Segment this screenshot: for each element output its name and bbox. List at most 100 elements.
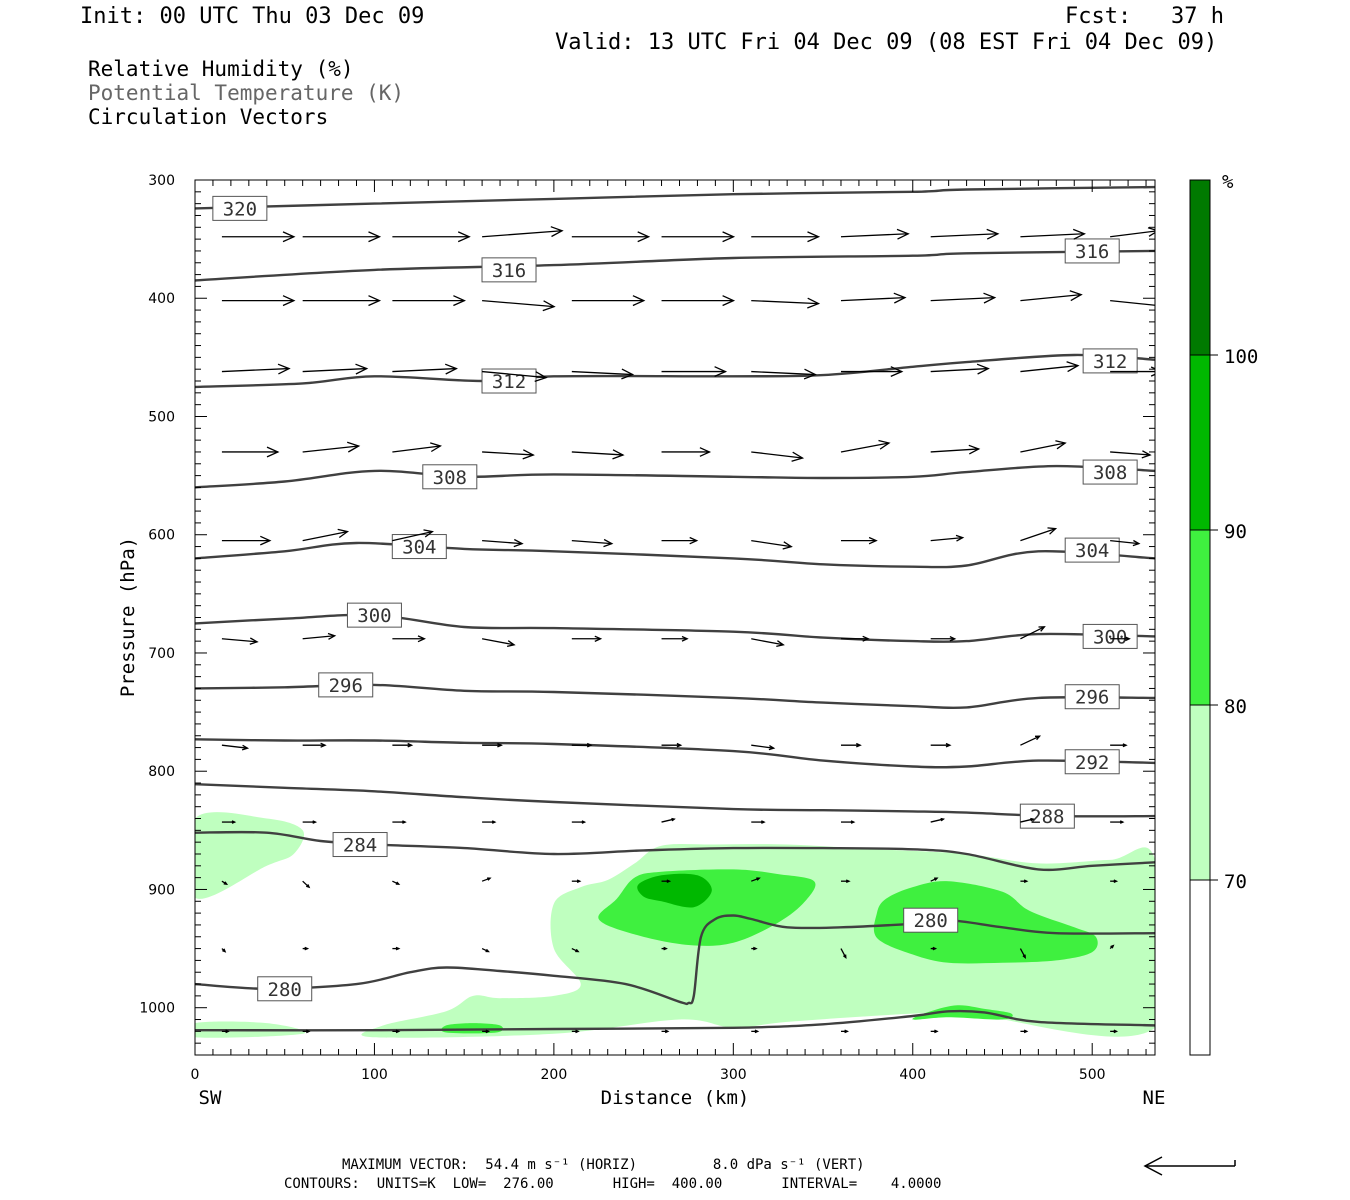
vector-arrow-3-3 [482,449,535,460]
theta-label-312-1: 312 [1093,351,1127,373]
colorbar-segment-4 [1190,180,1210,355]
theta-label-308-0: 308 [433,467,467,489]
theta-label-box-292-0 [1064,749,1120,775]
theta-label-box-320-0 [212,195,268,221]
vector-arrow-8-8 [930,877,939,882]
plot-axes: 0 100 200 300 400 500 300 400 500 600 700 800 900 100… [139,173,1156,1083]
y-tick-label-600: 600 [148,528,175,544]
vector-arrow-0-4 [571,231,651,243]
vector-arrow-8-3 [481,877,492,882]
colorbar-frame [1189,179,1211,1056]
vector-arrow-8-1 [302,880,311,889]
vector-arrow-8-7 [840,879,851,883]
init-time: Init: 00 UTC Thu 03 Dec 09 [80,4,425,29]
colorbar-label-90: 90 [1224,521,1247,543]
theta-label-box-288-0 [1019,803,1075,829]
vector-arrow-1-6 [751,297,821,309]
vector-arrow-7-9 [1020,817,1035,823]
y-tick-label-900: 900 [148,882,175,898]
vector-arrow-2-3 [482,370,548,383]
vector-arrow-1-7 [840,292,907,304]
vector-arrow-2-9 [1020,361,1080,373]
legend-relative-humidity: Relative Humidity (%) [88,57,354,81]
vector-arrow-0-10 [1110,227,1155,238]
vector-arrow-6-5 [661,742,683,748]
vector-arrow-5-2 [392,635,426,643]
vector-arrow-5-1 [302,632,337,640]
vector-arrow-6-10 [1110,743,1128,748]
vector-arrow-10-3 [482,1029,491,1034]
colorbar-label-100: 100 [1224,346,1258,368]
vector-arrow-3-7 [840,439,891,453]
vector-arrow-8-0 [221,880,229,886]
theta-label-box-308-1 [1082,459,1138,485]
vector-arrow-10-4 [571,1029,580,1034]
vector-arrow-1-4 [571,295,646,307]
relative-humidity-fill [195,812,1155,1038]
theta-label-316-1: 316 [1075,241,1109,263]
theta-label-296-0: 296 [329,675,363,697]
vector-arrow-0-6 [751,231,821,243]
y-axis-label: Pressure (hPa) [117,537,139,697]
x-tick-label-0: 0 [191,1067,200,1083]
vector-arrow-3-1 [302,441,361,453]
vector-arrow-1-9 [1020,290,1083,302]
circulation-vectors [221,226,1155,1034]
axis-ticks [195,180,1155,1055]
vector-arrow-4-10 [1110,539,1141,547]
theta-label-312-0: 312 [492,371,526,393]
vector-arrow-4-4 [571,538,614,548]
theta-label-box-284-0 [332,832,388,858]
legend-potential-temperature: Potential Temperature (K) [88,81,405,105]
vector-arrow-8-6 [751,877,761,882]
vector-arrow-4-9 [1020,527,1058,542]
vector-arrow-2-1 [302,363,369,375]
vector-arrow-2-5 [661,366,728,377]
theta-contour-320 [195,185,1155,210]
vector-arrow-10-10 [1110,1029,1119,1034]
vector-arrow-1-10 [1110,299,1155,306]
vector-arrow-0-1 [302,231,382,243]
vector-arrow-6-8 [930,742,952,748]
x-tick-label-500: 500 [1079,1067,1106,1083]
y-tick-label-700: 700 [148,646,175,662]
vector-arrow-2-0 [221,363,291,375]
vector-arrow-9-7 [840,948,847,960]
contours-note: CONTOURS: UNITS=K LOW= 276.00 HIGH= 400.… [284,1176,942,1192]
rh-region-90-7 [637,873,712,908]
vector-arrow-8-9 [1020,879,1029,883]
vector-arrow-7-6 [751,820,766,824]
vector-arrow-1-0 [221,295,296,307]
vector-arrow-0-2 [392,231,471,243]
vector-arrow-9-10 [1109,944,1115,950]
vector-arrow-0-0 [221,231,296,243]
vector-arrow-9-5 [661,946,668,951]
vector-arrow-4-3 [482,538,524,548]
vector-arrow-3-9 [1020,440,1067,453]
y-tick-label-800: 800 [148,764,175,780]
x-tick-label-100: 100 [361,1067,388,1083]
theta-label-284-0: 284 [343,835,377,857]
theta-label-box-296-1 [1064,684,1120,710]
theta-label-280-1: 280 [914,910,948,932]
vector-arrow-9-0 [221,948,227,953]
theta-label-box-312-1 [1082,348,1138,374]
vector-arrow-7-5 [661,817,676,823]
vector-arrow-0-7 [840,228,910,240]
theta-label-304-0: 304 [402,537,436,559]
vector-arrow-5-5 [661,635,689,642]
vector-arrow-6-6 [751,744,776,751]
y-tick-label-500: 500 [148,409,175,425]
vector-arrow-6-0 [221,744,250,751]
vector-arrow-10-9 [1020,1029,1029,1034]
colorbar-segment-2 [1190,530,1210,705]
theta-label-box-300-0 [346,602,402,628]
vector-arrow-9-8 [930,946,938,951]
vector-arrow-2-7 [840,366,904,377]
x-axis-label: Distance (km) [601,1087,750,1109]
x-tick-label-200: 200 [541,1067,568,1083]
vector-arrow-9-2 [392,946,401,951]
vector-arrow-10-7 [840,1029,849,1034]
vector-arrow-10-0 [221,1029,230,1034]
